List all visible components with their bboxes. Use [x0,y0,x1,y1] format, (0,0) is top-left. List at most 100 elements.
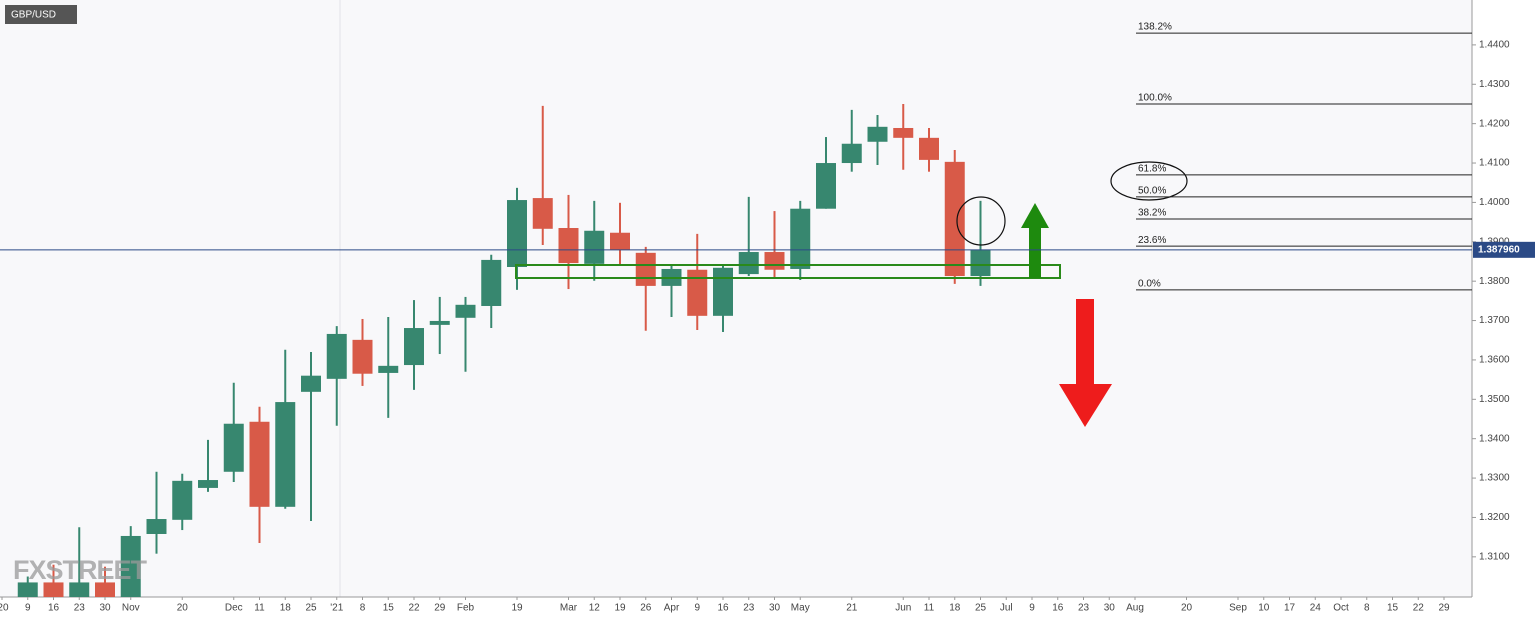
candle-body [738,252,759,275]
y-tick-label: 1.3200 [1479,512,1510,523]
candle-body [17,582,38,597]
candle-body [841,143,862,164]
candle-body [919,137,939,160]
x-tick-label: 17 [1284,603,1296,614]
x-tick-label: 20 [177,603,189,614]
candle-body [867,126,888,142]
x-tick-label: 23 [74,603,86,614]
candle-body [713,267,733,316]
fib-label: 23.6% [1138,235,1166,246]
candle-body [944,161,965,277]
x-tick-label: 16 [48,603,60,614]
x-tick-label: 25 [975,603,987,614]
y-tick-label: 1.4400 [1479,40,1510,51]
x-tick-label: May [791,603,810,614]
plot [17,103,991,597]
candle-body [507,200,527,267]
candle-body [532,198,553,229]
fib-label: 100.0% [1138,93,1172,104]
plot-background [0,0,1472,597]
x-tick-label: Sep [1229,603,1247,614]
fib-label: 38.2% [1138,208,1166,219]
x-tick-label: 15 [1387,603,1399,614]
candle-body [95,582,115,597]
last-price-label: 1.387960 [1478,244,1520,255]
x-tick-label: 8 [1364,603,1370,614]
x-tick-label: 30 [1104,603,1116,614]
x-tick-label: Jun [895,603,911,614]
candle-body [352,339,373,374]
x-tick-label: 11 [254,603,265,614]
x-tick-label: 20 [1181,603,1193,614]
candle-body [378,365,399,373]
x-tick-label: 18 [280,603,292,614]
down-arrow-shaft [1076,299,1094,385]
fib-label: 138.2% [1138,22,1172,33]
candle-body [893,127,914,138]
candle-body [610,232,630,251]
x-tick-label: Feb [457,603,475,614]
x-tick-label: 30 [769,603,781,614]
y-tick-label: 1.4100 [1479,158,1510,169]
x-tick-label: 9 [694,603,700,614]
candle-body [429,320,450,325]
candle-body [558,228,579,264]
x-tick-label: 23 [1078,603,1090,614]
x-tick-label: 29 [1438,603,1450,614]
candle-body [198,480,218,488]
candle-body [635,252,656,286]
x-tick-label: 19 [614,603,626,614]
x-tick-label: 26 [640,603,652,614]
candle-body [69,582,90,597]
x-tick-label: Dec [225,603,243,614]
y-tick-label: 1.3400 [1479,433,1510,444]
x-tick-label: Jul [1000,603,1013,614]
watermark: FXSTREET [13,555,148,585]
x-tick-label: 16 [1052,603,1064,614]
candle-body [223,423,244,472]
candle-body [481,259,502,306]
fib-ellipse [1110,161,1188,201]
candle-body [275,402,296,507]
y-tick-label: 1.4300 [1479,79,1510,90]
candle-body [172,480,193,520]
fib-label: 0.0% [1138,278,1161,289]
candle-body [120,535,141,597]
x-tick-label: 16 [717,603,729,614]
candle-body [764,252,785,270]
y-tick-label: 1.3300 [1479,473,1510,484]
x-tick-label: 12 [589,603,601,614]
candle-body [790,208,811,269]
symbol: GBP/USD [11,10,56,21]
candle-body [43,582,64,597]
y-tick-label: 1.4200 [1479,118,1510,129]
x-tick-label: 18 [949,603,961,614]
candle-body [816,163,836,209]
x-tick-label: 11 [924,603,935,614]
candle-body [249,421,270,507]
support-zone [515,264,1061,279]
x-tick-label: 8 [360,603,366,614]
wick-circle [956,196,1006,246]
x-tick-label: 25 [305,603,317,614]
up-arrow-shaft [1029,226,1041,278]
y-tick-label: 1.3700 [1479,315,1510,326]
x-tick-label: '21 [330,603,343,614]
down-arrow-head [1059,384,1112,427]
candle-body [687,269,708,316]
up-arrow-head [1021,203,1049,228]
x-tick-label: '20 [0,603,9,614]
y-tick-label: 1.3500 [1479,394,1510,405]
candle-body [970,250,991,277]
y-tick-label: 1.4000 [1479,197,1510,208]
candle-body [584,230,605,264]
x-tick-label: Mar [560,603,578,614]
x-tick-label: Oct [1333,603,1349,614]
symbol-badge [5,5,77,24]
fib-label: 50.0% [1138,186,1166,197]
candle-body [326,333,347,379]
x-tick-label: 24 [1310,603,1322,614]
x-tick-label: 15 [383,603,395,614]
